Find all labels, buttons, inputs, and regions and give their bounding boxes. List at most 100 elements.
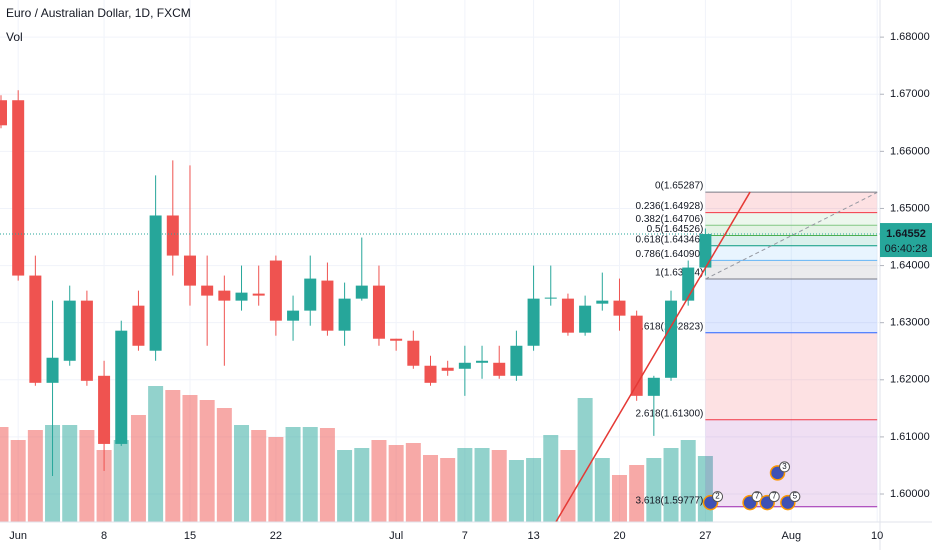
candle-body [338, 298, 351, 331]
volume-bar [629, 465, 645, 522]
volume-bar [27, 430, 43, 522]
candle-body [63, 300, 76, 361]
wave-label: 5 [793, 492, 798, 501]
candle-body [98, 375, 111, 444]
volume-bar [285, 427, 301, 522]
candle-body [527, 298, 540, 346]
candle-body [544, 297, 557, 299]
volume-bar [319, 428, 335, 522]
candle-body [476, 360, 489, 363]
candle-body [682, 267, 695, 301]
y-tick-label: 1.66000 [890, 145, 930, 157]
candle-body [80, 300, 93, 381]
candle-body [630, 315, 643, 396]
candle-body [424, 365, 437, 383]
candle-body [12, 100, 25, 276]
volume-bar [611, 475, 627, 522]
volume-bar [491, 450, 507, 522]
candle-body [372, 285, 385, 339]
y-tick-label: 1.63000 [890, 317, 930, 329]
volume-bar [474, 448, 490, 522]
candle-body [458, 362, 471, 369]
volume-bar [268, 437, 284, 522]
fib-zone [705, 279, 878, 333]
candle-body [29, 275, 42, 383]
volume-bar [216, 408, 232, 522]
wave-badge [712, 491, 724, 503]
candle-body [149, 215, 162, 351]
fib-zone [705, 332, 878, 420]
candle-body [183, 255, 196, 286]
candle-body [201, 285, 214, 296]
x-tick-label: 7 [462, 530, 468, 542]
wave-badge [789, 491, 801, 503]
candle-body [0, 100, 7, 126]
volume-bar [199, 400, 215, 522]
y-tick-label: 1.64000 [890, 259, 930, 271]
volume-bar [337, 450, 353, 522]
candle-body [115, 330, 128, 444]
volume-bar [182, 395, 198, 522]
volume-bar [234, 425, 250, 522]
x-tick-label: 8 [101, 530, 107, 542]
candle-body [390, 338, 403, 341]
volume-legend: Vol [6, 30, 23, 44]
last-price-label: 1.64552 [886, 228, 926, 240]
volume-bar [354, 448, 370, 522]
x-tick-label: 22 [270, 530, 282, 542]
x-tick-label: Jul [389, 530, 403, 542]
fib-label: 1(1.63764) [655, 268, 703, 279]
volume-bar [165, 390, 181, 522]
plot: 0(1.65287)0.236(1.64928)0.382(1.64706)0.… [0, 0, 880, 523]
volume-bar [10, 440, 26, 522]
candle-body [699, 234, 712, 268]
volume-bar [680, 440, 696, 522]
volume-bar [371, 440, 387, 522]
fib-zone [705, 225, 878, 236]
wave-label: 2 [715, 492, 720, 501]
fib-label: 0(1.65287) [655, 181, 703, 192]
wave-badge [751, 491, 763, 503]
candle-body [269, 260, 282, 321]
volume-bar [577, 398, 593, 522]
x-tick-label: 20 [613, 530, 625, 542]
volume-bar [0, 427, 9, 522]
last-price-badge [880, 223, 932, 258]
fib-label: 0.618(1.64346) [636, 234, 704, 245]
chart-title: Euro / Australian Dollar, 1D, FXCM [6, 6, 191, 20]
volume-bar [79, 430, 95, 522]
candle-body [407, 340, 420, 366]
volume-bar [560, 450, 576, 522]
candle-body [647, 377, 660, 396]
fib-label: 0.236(1.64928) [636, 201, 704, 212]
wave-label: 7 [755, 492, 760, 501]
volume-bar [543, 435, 559, 522]
volume-bar [388, 445, 404, 522]
candle-body [166, 215, 179, 256]
volume-bar [508, 460, 524, 522]
candle-body [46, 357, 59, 383]
volume-bar [457, 448, 473, 522]
x-tick-label: 27 [699, 530, 711, 542]
volume-bar [302, 427, 318, 522]
candle-body [252, 293, 265, 296]
candle-body [579, 305, 592, 333]
volume-bar [251, 430, 267, 522]
wave-badge [768, 491, 780, 503]
y-tick-label: 1.61000 [890, 431, 930, 443]
fib-zone [705, 192, 878, 213]
volume-bar [440, 458, 456, 522]
volume-bar [130, 415, 146, 522]
candle-body [304, 278, 317, 311]
candle-body [665, 300, 678, 378]
fib-zone [705, 235, 878, 246]
y-tick-label: 1.62000 [890, 374, 930, 386]
x-tick-label: 13 [527, 530, 539, 542]
volume-bar [594, 458, 610, 522]
wave-label: 7 [772, 492, 777, 501]
volume-bar [646, 458, 662, 522]
volume-bar [113, 440, 129, 522]
candle-body [218, 290, 231, 301]
candle-body [355, 285, 368, 299]
volume-bar [148, 386, 164, 522]
